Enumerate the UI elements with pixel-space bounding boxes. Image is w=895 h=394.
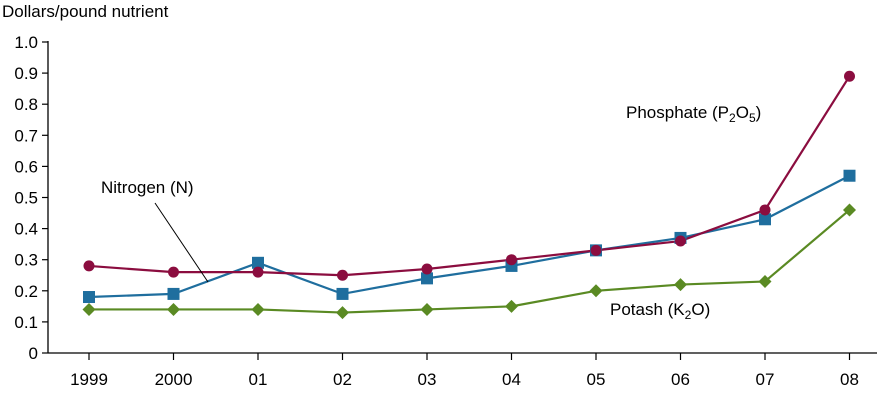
y-tick-label: 0.6 [14,157,38,176]
x-tick-label: 01 [249,370,268,389]
potash-point [758,274,772,288]
nitrogen-series-label: Nitrogen (N) [101,178,194,197]
phosphate-point [83,260,95,272]
x-tick-label: 02 [333,370,352,389]
y-tick-label: 0.5 [14,189,38,208]
series-markers [82,70,856,320]
y-tick-label: 0 [29,344,38,363]
potash-point [420,302,434,316]
x-tick-label: 03 [418,370,437,389]
potash-point [674,278,687,292]
nitrogen-point [421,272,433,285]
phosphate-point [168,266,179,278]
phosphate-point [590,244,602,256]
potash-point [589,284,603,298]
nitrogen-point [167,287,180,300]
phosphate-point [252,266,264,278]
potash-point [82,302,96,316]
y-tick-label: 0.1 [14,313,38,332]
y-tick-label: 0.7 [14,126,38,145]
y-tick-label: 0.2 [14,282,38,301]
y-tick-label: 1.0 [14,33,38,52]
x-tick-label: 08 [840,370,859,389]
potash-point [843,203,856,217]
potash-series-line [89,209,851,314]
axes: 0 0.1 0.2 0.3 0.4 0.5 0.6 0.7 0.8 0.9 1.0 1999 2000 0… [14,33,877,389]
phosphate-point [506,254,517,266]
phosphate-point [759,204,771,216]
series-lines [88,75,851,314]
phosphate-point [337,269,348,281]
potash-point [251,302,265,316]
potash-series-label: Potash (K2O) [610,300,711,322]
y-tick-label: 0.8 [14,95,38,114]
potash-point [336,306,349,320]
nitrogen-point [843,169,856,182]
nitrogen-leader-line [154,202,209,283]
nitrogen-point [336,287,349,300]
nitrogen-series-line [88,174,851,299]
x-tick-label: 2000 [155,370,193,389]
phosphate-point [844,70,855,82]
nitrogen-point [252,256,264,269]
phosphate-point [675,235,686,247]
phosphate-series-line [88,75,851,277]
y-tick-label: 0.3 [14,251,38,270]
nitrogen-point [83,291,95,304]
x-tick-label: 05 [587,370,606,389]
x-tick-label: 04 [502,370,521,389]
y-tick-label: 0.9 [14,64,38,83]
x-tick-label: 1999 [70,370,108,389]
y-axis-label: Dollars/pound nutrient [2,2,169,21]
x-tick-label: 07 [756,370,775,389]
y-tick-label: 0.4 [14,220,38,239]
nitrogen-point [759,213,771,226]
phosphate-series-label: Phosphate (P2O5) [626,103,762,125]
phosphate-point [421,263,433,275]
x-tick-label: 06 [671,370,690,389]
potash-point [505,299,518,313]
potash-point [167,302,180,316]
